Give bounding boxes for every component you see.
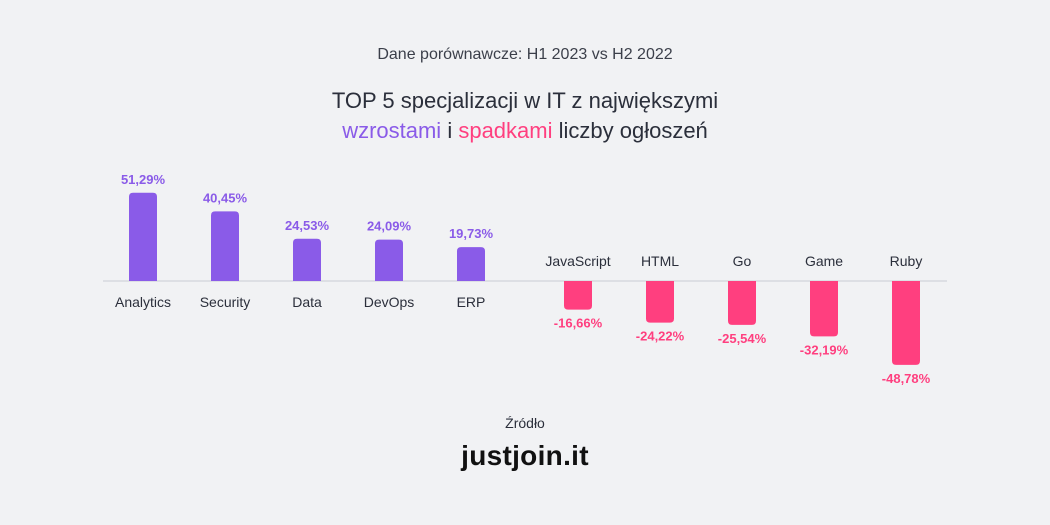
value-label: -25,54% [718, 331, 767, 346]
category-label: DevOps [364, 294, 415, 310]
bar-ruby [892, 281, 920, 365]
value-label: 51,29% [121, 172, 166, 187]
title-tail: liczby ogłoszeń [552, 118, 708, 143]
category-label: HTML [641, 253, 679, 269]
value-label: -24,22% [636, 329, 685, 344]
value-label: -16,66% [554, 316, 603, 331]
source-label: Źródło [505, 415, 545, 431]
bar-go [728, 281, 756, 325]
brand-logo[interactable]: justjoin.it [461, 440, 589, 471]
bar-devops [375, 239, 403, 281]
bar-javascript [564, 281, 592, 310]
category-label: Security [200, 294, 251, 310]
category-label: Data [292, 294, 322, 310]
category-label: ERP [457, 294, 486, 310]
category-label: Game [805, 253, 843, 269]
title-connector: i [441, 118, 459, 143]
bar-game [810, 281, 838, 337]
chart-title-line1: TOP 5 specjalizacji w IT z największymi [331, 88, 719, 113]
category-label: Go [733, 253, 752, 269]
bar-html [646, 281, 674, 323]
bar-erp [457, 247, 485, 281]
chart-subtitle: Dane porównawcze: H1 2023 vs H2 2022 [377, 46, 673, 63]
chart-title: TOP 5 specjalizacji w IT z największymi … [0, 86, 1050, 146]
category-label: JavaScript [545, 253, 610, 269]
value-label: 40,45% [203, 190, 248, 205]
value-label: -32,19% [800, 342, 849, 357]
value-label: 24,53% [285, 218, 330, 233]
bar-security [211, 211, 239, 281]
chart-title-line2: wzrostami i spadkami liczby ogłoszeń [0, 116, 1050, 146]
bar-data [293, 238, 321, 281]
value-label: -48,78% [882, 371, 931, 386]
category-label: Ruby [890, 253, 923, 269]
title-fall-word: spadkami [458, 118, 553, 143]
bar-analytics [129, 192, 157, 281]
category-label: Analytics [115, 294, 171, 310]
value-label: 24,09% [367, 219, 412, 234]
value-label: 19,73% [449, 226, 494, 241]
title-rise-word: wzrostami [342, 118, 442, 143]
